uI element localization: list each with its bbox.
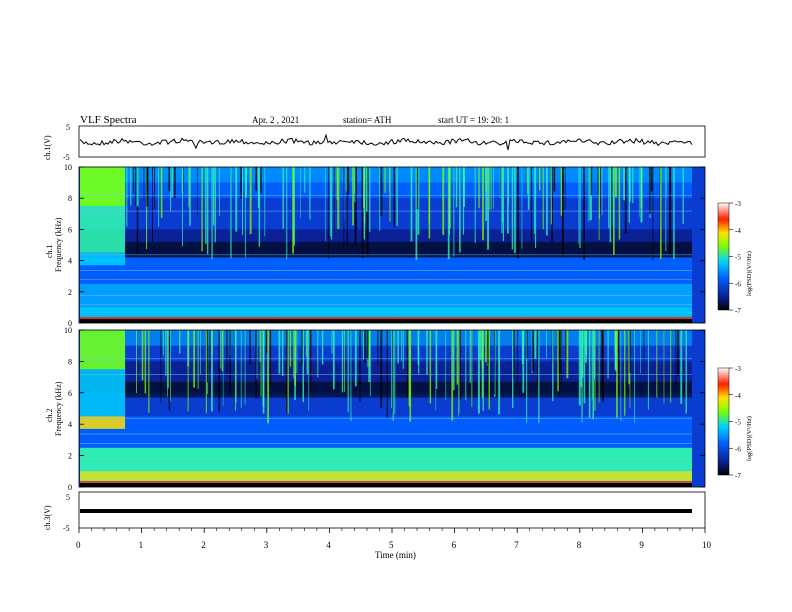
ch3-ytick-bottom: -5	[63, 524, 70, 533]
colorbar-tick-label: -5	[735, 254, 741, 262]
x-tick-label: 4	[326, 540, 331, 550]
spec-ytick-label: 6	[68, 389, 72, 398]
colorbar-tick-label: -4	[735, 392, 741, 400]
spec-ytick-label: 0	[68, 319, 72, 328]
ch2-spec-ylabel-1: ch.2	[45, 408, 54, 422]
ch1-waveform-trace	[79, 133, 693, 151]
colorbar-tick-label: -6	[735, 280, 741, 288]
x-tick-label: 3	[264, 540, 269, 550]
spec-ytick-label: 8	[68, 357, 72, 366]
x-tick-label: 6	[452, 540, 457, 550]
ch1-spec-ylabel-2: Frequency (kHz)	[54, 217, 63, 272]
ch1-spectrogram-image	[79, 167, 705, 324]
spec-ytick-label: 10	[64, 326, 72, 335]
ch2-spectrogram-image	[79, 330, 705, 488]
ch1-spec-ylabel-1: ch.1	[45, 244, 54, 258]
ch3-ytick-top: 5	[66, 493, 70, 502]
ch3-waveform-trace	[80, 509, 692, 513]
ch1-colorbar-label: log(PSD)(V²/Hz)	[746, 251, 753, 296]
header-station: station= ATH	[343, 115, 392, 125]
header-date: Apr. 2 , 2021	[252, 115, 299, 125]
ch1-colorbar: -3 -4 -5 -6 -7 log(PSD)(V²/Hz)	[717, 200, 753, 315]
figure-title: VLF Spectra	[80, 114, 137, 126]
x-tick-label: 9	[639, 540, 644, 550]
colorbar-tick-label: -7	[735, 307, 741, 315]
ch2-spectrogram-panel: 0 2 4 6 8 10 ch.2 Frequency (kHz)	[45, 326, 706, 492]
ch1-ylabel: ch.1(V)	[43, 135, 52, 160]
x-tick-label: 5	[389, 540, 394, 550]
x-tick-label: 7	[514, 540, 519, 550]
spec-ytick-label: 4	[68, 257, 72, 266]
ch1-ytick-bottom: -5	[63, 153, 70, 162]
ch3-waveform-panel: 5 -5 ch.3(V)	[43, 491, 706, 533]
colorbar-tick-label: -6	[735, 445, 741, 453]
ch2-colorbar-label: log(PSD)(V²/Hz)	[746, 416, 753, 461]
spec-ytick-label: 2	[68, 288, 72, 297]
colorbar-tick-label: -3	[735, 365, 741, 373]
spec-ytick-label: 6	[68, 225, 72, 234]
ch1-spectrogram-panel: 0 2 4 6 8 10 ch.1 Frequency (kHz)	[45, 163, 706, 328]
header-start-time: start UT = 19: 20: 1	[438, 115, 509, 125]
x-tick-label: 1	[139, 540, 144, 550]
ch1-ytick-top: 5	[66, 123, 70, 132]
ch2-spec-ylabel-2: Frequency (kHz)	[54, 381, 63, 436]
x-tick-label: 0	[76, 540, 81, 550]
colorbar-tick-label: -5	[735, 419, 741, 427]
spec-ytick-label: 0	[68, 483, 72, 492]
ch2-colorbar: -3 -4 -5 -6 -7 log(PSD)(V²/Hz)	[717, 365, 753, 480]
ch1-waveform-panel: 5 -5 ch.1(V)	[43, 123, 706, 162]
colorbar-tick-label: -7	[735, 472, 741, 480]
spec-ytick-label: 2	[68, 452, 72, 461]
colorbar-tick-label: -4	[735, 227, 741, 235]
spec-ytick-label: 8	[68, 194, 72, 203]
x-axis-label: Time (min)	[375, 550, 416, 560]
x-tick-label: 8	[577, 540, 582, 550]
spec-ytick-label: 4	[68, 420, 72, 429]
x-tick-label: 2	[201, 540, 206, 550]
ch3-ylabel: ch.3(V)	[43, 505, 52, 530]
x-tick-label: 10	[702, 540, 712, 550]
time-axis: 0 1 2 3 4 5 6 7 8 9 10	[76, 528, 712, 550]
colorbar-tick-label: -3	[735, 200, 741, 208]
spec-ytick-label: 10	[64, 163, 72, 172]
